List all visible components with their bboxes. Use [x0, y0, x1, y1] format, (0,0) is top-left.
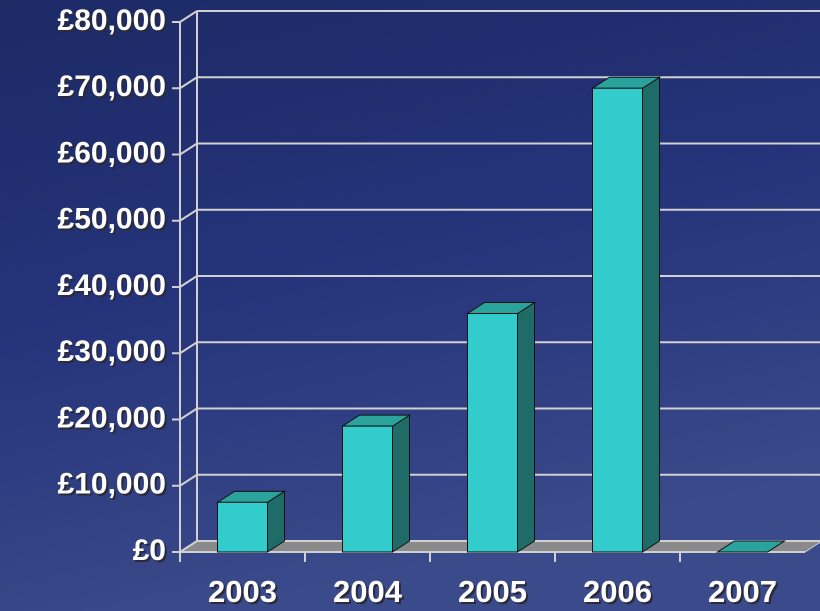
grid-line [179, 540, 198, 553]
bar-top [715, 540, 787, 553]
bar [592, 87, 643, 553]
y-tick-label: £20,000 [58, 401, 166, 434]
x-tick-label: 2003 [208, 574, 277, 609]
grid-line [179, 142, 198, 156]
y-tick-label: £80,000 [58, 4, 166, 37]
grid-line [179, 208, 198, 222]
y-tick-label: £10,000 [58, 468, 166, 501]
x-tick-label: 2004 [333, 574, 403, 609]
grid-line [179, 76, 198, 90]
bar-side [517, 301, 535, 553]
x-tick-label: 2007 [708, 574, 777, 609]
grid-line [179, 407, 198, 421]
grid-line [179, 341, 198, 355]
bar [467, 313, 518, 553]
x-tick-label: 2006 [583, 574, 652, 609]
bar-side [392, 414, 410, 553]
y-tick-label: £30,000 [58, 335, 166, 368]
grid-line [179, 473, 198, 487]
grid-line [179, 10, 198, 23]
bar [342, 425, 393, 553]
bar-side [642, 76, 660, 553]
y-tick-label: £70,000 [58, 70, 166, 103]
y-tick-label: £0 [133, 534, 166, 567]
bar [217, 501, 268, 553]
y-tick-label: £50,000 [58, 203, 166, 236]
y-tick-label: £60,000 [58, 136, 166, 169]
x-tick-label: 2005 [458, 574, 527, 609]
grid-line [179, 275, 198, 288]
y-tick-label: £40,000 [58, 269, 166, 302]
